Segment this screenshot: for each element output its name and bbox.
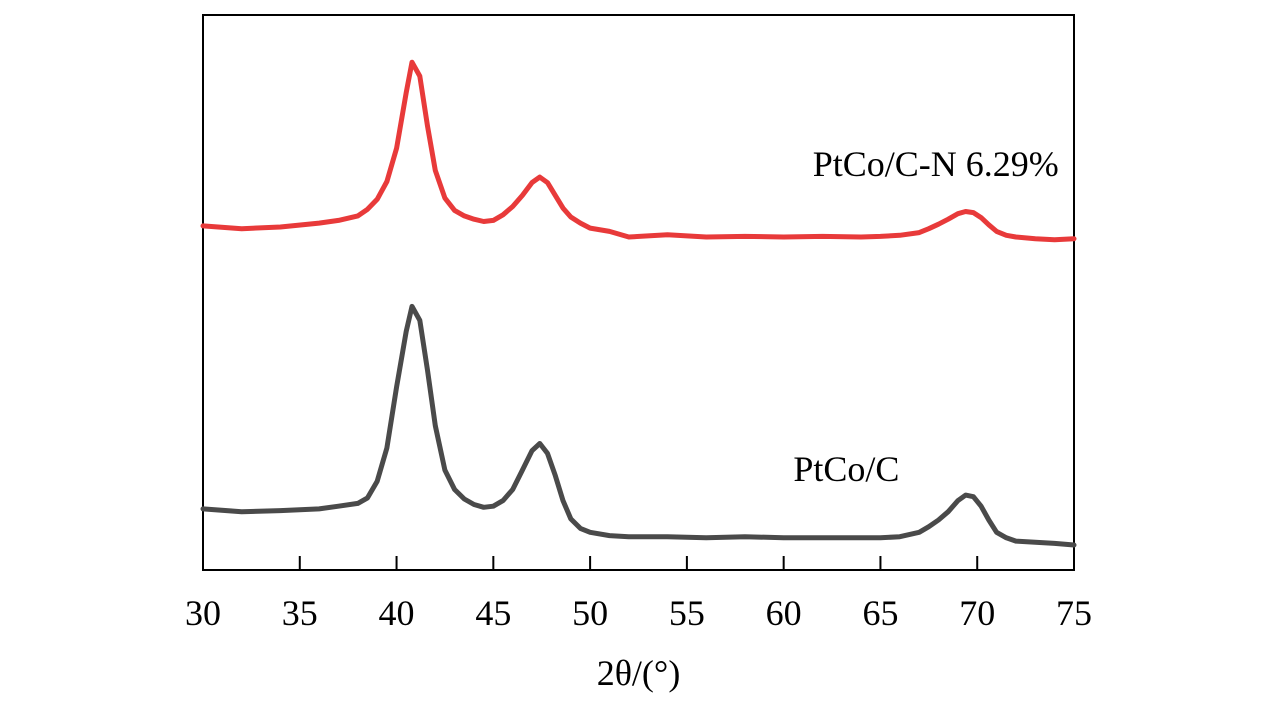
x-tick-label: 50	[572, 593, 608, 633]
series-layer	[200, 59, 1077, 548]
plot-frame	[202, 14, 1075, 571]
series-label-ptco-c-n: PtCo/C-N 6.29%	[813, 144, 1059, 184]
series-line-ptco-c-n	[200, 59, 1077, 243]
x-tick-label: 60	[766, 593, 802, 633]
x-tick-label: 75	[1056, 593, 1092, 633]
series-label-ptco-c: PtCo/C	[793, 449, 899, 489]
annotations: PtCo/C-N 6.29% PtCo/C	[793, 144, 1058, 489]
x-tick-label: 30	[185, 593, 221, 633]
x-tick-label: 65	[862, 593, 898, 633]
x-axis: 30 35 40 45 50 55 60 65 70 75	[185, 556, 1092, 633]
x-tick-label: 35	[282, 593, 318, 633]
x-tick-label: 45	[475, 593, 511, 633]
x-tick-label: 70	[959, 593, 995, 633]
x-axis-title: 2θ/(°)	[597, 653, 681, 693]
x-tick-label: 40	[379, 593, 415, 633]
x-tick-label: 55	[669, 593, 705, 633]
series-line-ptco-c	[200, 303, 1077, 548]
